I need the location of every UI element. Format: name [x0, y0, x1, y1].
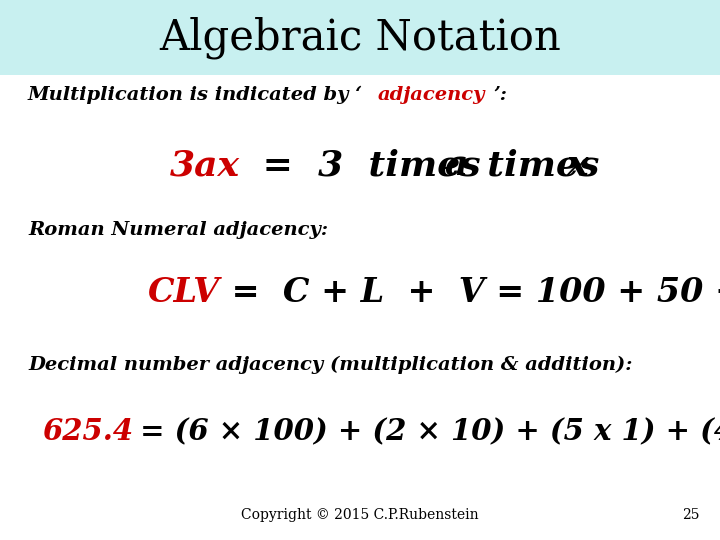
Text: =  3  times: = 3 times [250, 148, 506, 182]
Text: CLV: CLV [148, 275, 220, 308]
Text: Decimal number adjacency (multiplication & addition):: Decimal number adjacency (multiplication… [28, 356, 632, 374]
Text: ’:: ’: [493, 86, 507, 104]
Text: Algebraic Notation: Algebraic Notation [159, 17, 561, 59]
Bar [0, 0, 720, 75]
Text: Roman Numeral adjacency:: Roman Numeral adjacency: [28, 221, 328, 239]
Text: a: a [445, 148, 469, 182]
Text: = (6 × 100) + (2 × 10) + (5 x 1) + (4 × 1/10): = (6 × 100) + (2 × 10) + (5 x 1) + (4 × … [130, 417, 720, 447]
Text: 3ax: 3ax [170, 148, 240, 182]
Text: Copyright © 2015 C.P.Rubenstein: Copyright © 2015 C.P.Rubenstein [241, 508, 479, 522]
Text: Multiplication is indicated by ‘: Multiplication is indicated by ‘ [28, 86, 363, 104]
Text: times: times [462, 148, 625, 182]
Text: 625.4: 625.4 [42, 417, 133, 447]
Text: =  C + L  +  V = 100 + 50 + 5: = C + L + V = 100 + 50 + 5 [220, 275, 720, 308]
Text: 25: 25 [683, 508, 700, 522]
Text: adjacency: adjacency [378, 86, 485, 104]
Text: x: x [567, 148, 588, 182]
